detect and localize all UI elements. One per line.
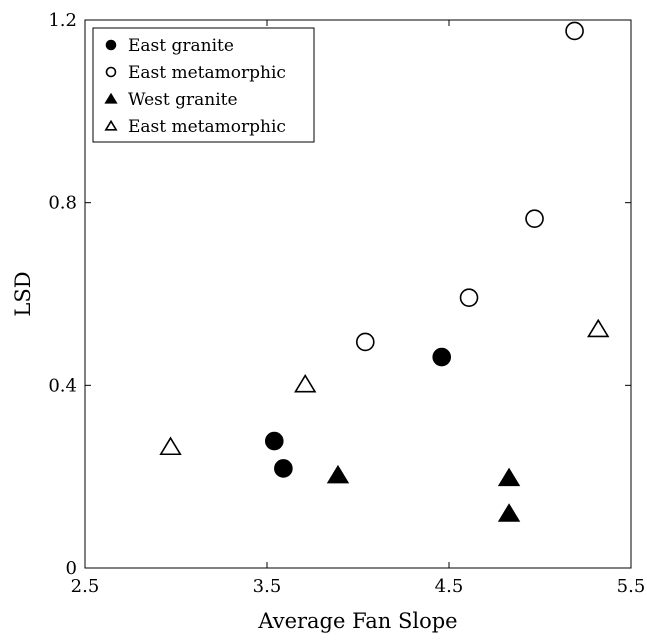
x-tick-label: 5.5 <box>617 576 646 597</box>
legend-label-3: West granite <box>128 90 238 110</box>
legend-label-2: East metamorphic <box>128 63 286 83</box>
filled-circle-point <box>432 347 452 367</box>
legend-marker-4 <box>104 119 118 131</box>
legend: East granite East metamorphic West grani… <box>92 27 315 143</box>
filled-triangle-point <box>497 503 521 522</box>
legend-label-4: East metamorphic <box>128 117 286 137</box>
x-tick-label: 3.5 <box>253 576 282 597</box>
x-axis-label: Average Fan Slope <box>257 609 457 633</box>
hollow-triangle-point <box>587 318 610 338</box>
hollow-circle-point <box>525 209 544 228</box>
legend-marker-3 <box>104 92 118 104</box>
legend-marker-2 <box>105 66 117 78</box>
hollow-circle-point <box>355 332 375 352</box>
y-tick-label: 0.4 <box>48 375 77 396</box>
y-tick-label: 0 <box>66 558 77 579</box>
x-tick-label: 2.5 <box>71 576 100 597</box>
hollow-triangle-point <box>159 436 182 456</box>
x-tick-label: 4.5 <box>435 576 464 597</box>
data-points <box>159 21 610 522</box>
y-tick-label: 1.2 <box>48 10 77 31</box>
y-axis-label: LSD <box>11 271 35 316</box>
filled-triangle-point <box>326 464 350 484</box>
legend-markers <box>104 39 118 131</box>
hollow-circle-point <box>565 21 584 41</box>
filled-triangle-point <box>497 467 521 487</box>
y-tick-label: 0.8 <box>48 193 77 214</box>
hollow-circle-point <box>459 288 479 307</box>
filled-circle-point <box>274 459 293 478</box>
legend-marker-1 <box>105 39 117 51</box>
legend-box <box>92 27 315 143</box>
legend-label-1: East granite <box>128 36 234 56</box>
filled-circle-point <box>264 431 284 451</box>
tick-labels: 2.5 3.5 4.5 5.5 0 0.4 0.8 1.2 <box>48 10 645 597</box>
hollow-triangle-point <box>294 373 317 393</box>
axis-ticks <box>84 19 632 569</box>
